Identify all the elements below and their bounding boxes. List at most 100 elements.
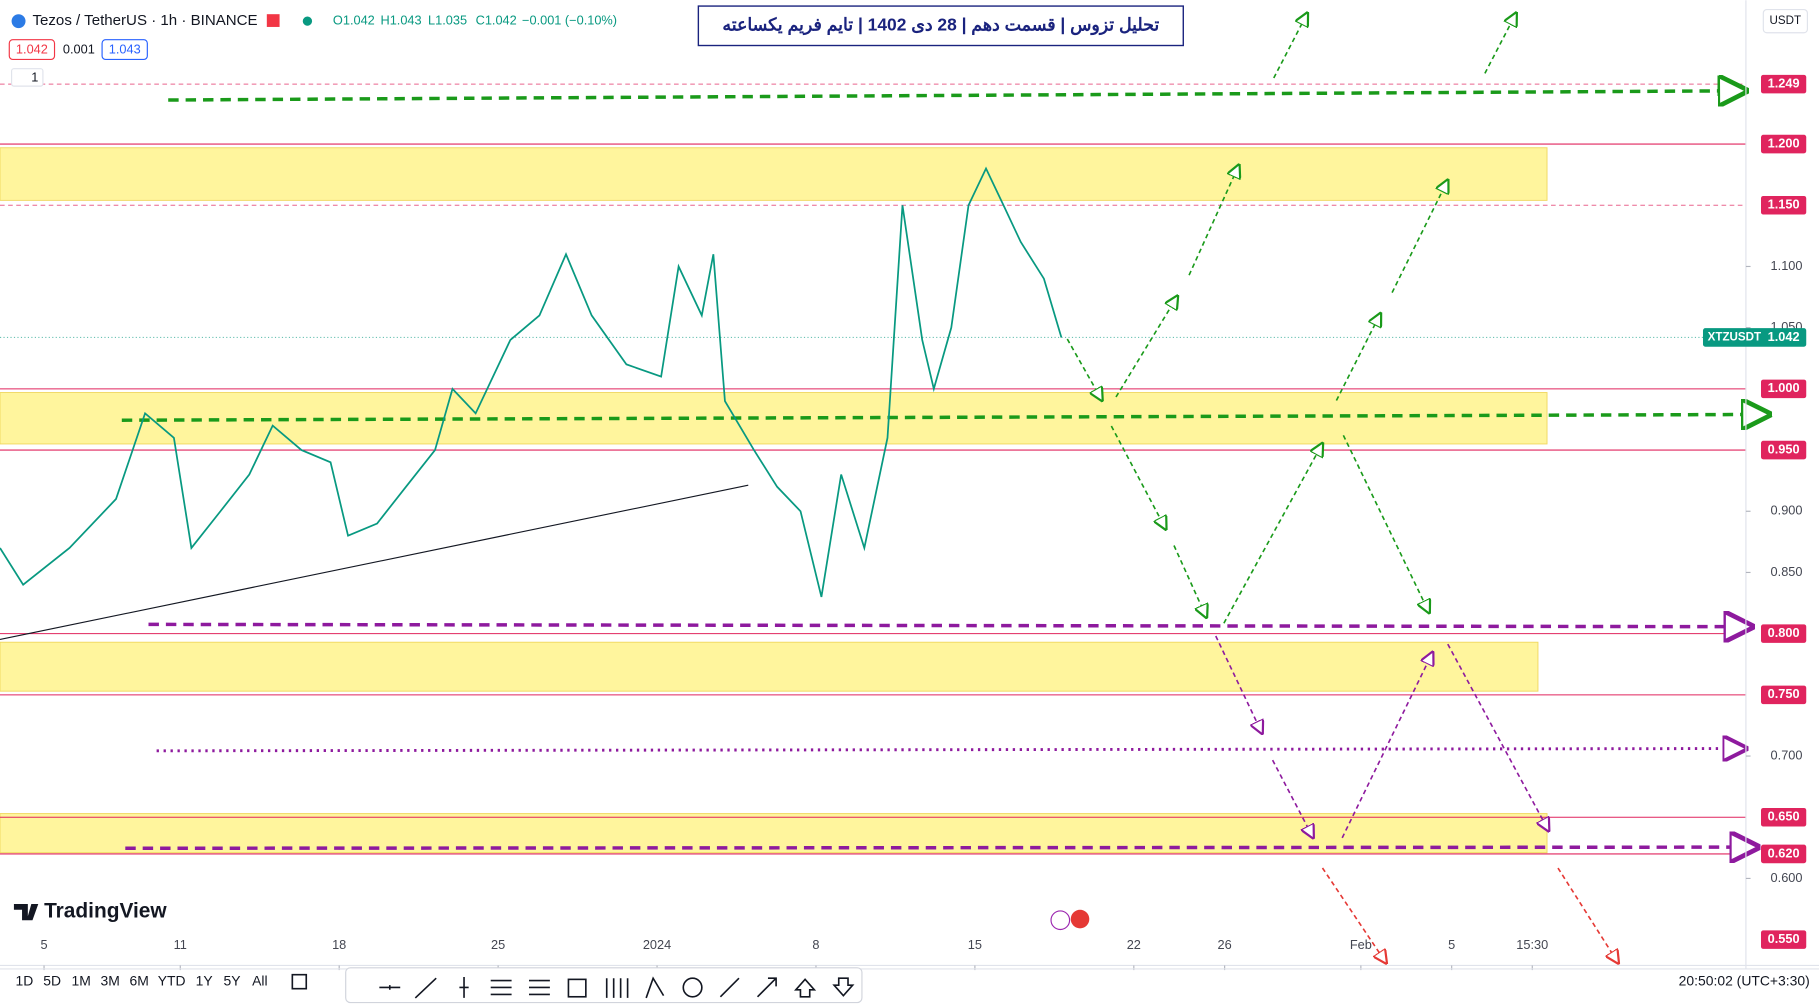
bid-box[interactable] [8, 39, 56, 61]
y-tick-label: 1.100 [1771, 258, 1803, 273]
range-button[interactable]: 5D [43, 972, 61, 988]
range-button[interactable]: 1Y [196, 972, 213, 988]
ohlc-low: L1.035 [428, 13, 467, 28]
scenario-arrow [1173, 545, 1206, 618]
level-label: 1.200 [1768, 135, 1800, 150]
tool-icon[interactable] [490, 979, 512, 996]
title-box [697, 5, 1184, 47]
indicator-toggle[interactable] [11, 68, 44, 87]
scenario-arrow [1188, 165, 1239, 276]
scenario-arrow [1223, 443, 1323, 624]
axes: 1.249 1.200 1.150 1.000 0.950 0.800 0.750 0.650… [40, 74, 1807, 971]
zone [0, 641, 1539, 692]
level-tag [1760, 807, 1807, 827]
flag[interactable] [266, 14, 280, 27]
indicator-count: 1 [31, 69, 38, 84]
x-tick-label: 15:30 [1516, 937, 1548, 952]
tool-icon[interactable] [605, 978, 629, 998]
ohlc-open: O1.042 [333, 13, 375, 28]
toolbar-icons [379, 976, 855, 999]
level-tag [1760, 930, 1807, 949]
event-icon[interactable] [1070, 909, 1090, 929]
range-button[interactable]: 3M [101, 972, 120, 988]
price-line [0, 166, 1063, 598]
spread: 0.001 [63, 42, 95, 57]
tool-icon[interactable] [459, 977, 469, 998]
ohlc-high: H1.043 [381, 13, 422, 28]
level-label: 0.620 [1768, 845, 1800, 860]
level-tag [1760, 379, 1807, 399]
trendline [0, 484, 749, 641]
scenario-arrow [1066, 338, 1102, 400]
bid: 1.042 [16, 42, 48, 57]
level-label: 0.950 [1768, 441, 1800, 456]
tool-icon[interactable] [528, 979, 550, 996]
level-label: 0.650 [1768, 809, 1800, 824]
level-tag [1760, 440, 1807, 460]
level-label: 0.750 [1768, 686, 1800, 701]
ask: 1.043 [109, 42, 141, 57]
tool-icon[interactable] [832, 977, 855, 997]
ohlc-change: −0.001 (−0.10%) [522, 13, 617, 28]
tool-icon[interactable] [794, 978, 817, 998]
tool-icon[interactable] [645, 976, 665, 999]
range-button[interactable]: YTD [158, 972, 186, 988]
level-label: 0.550 [1768, 931, 1800, 946]
zones [0, 147, 1548, 854]
x-tick-label: 8 [812, 937, 819, 952]
symbol: Tezos / TetherUS · 1h · BINANCE [32, 12, 257, 29]
logo: TradingView [44, 900, 167, 923]
level-tag [1760, 624, 1807, 643]
x-tick-label: 22 [1127, 937, 1141, 952]
x-tick-label: 15 [968, 937, 982, 952]
clock: 20:50:02 (UTC+3:30) [1679, 972, 1810, 988]
scenario-arrow [1321, 867, 1386, 963]
scenario-arrow [1557, 867, 1618, 963]
scenario-arrow [1273, 13, 1308, 79]
x-tick-label: 18 [332, 937, 346, 952]
range-buttons: 1D 5D 1M 3M 6M YTD 1Y 5Y All [15, 972, 267, 988]
x-tick-label: 26 [1218, 937, 1232, 952]
y-tick-label: 0.600 [1771, 870, 1803, 885]
tool-icon[interactable] [719, 977, 740, 998]
last-price-value: 1.042 [1768, 329, 1800, 344]
range-button[interactable]: 1M [72, 972, 91, 988]
tool-icon[interactable] [682, 977, 703, 998]
currency-box[interactable] [1762, 8, 1808, 34]
range-button[interactable]: 6M [130, 972, 149, 988]
range-button[interactable]: All [252, 972, 267, 988]
support-line [125, 847, 1757, 848]
tool-icon[interactable] [379, 985, 401, 990]
tool-icon[interactable] [567, 978, 587, 998]
level-tag [1760, 195, 1807, 215]
chart-title: تحلیل تزوس | قسمت دهم | 28 دی 1402 | تای… [722, 14, 1159, 35]
level-label: 0.800 [1768, 625, 1800, 640]
level-tag [1760, 134, 1807, 154]
level-label: 1.249 [1768, 75, 1800, 90]
event-icon[interactable] [1050, 910, 1071, 931]
support-line [156, 749, 1746, 751]
drawing-toolbar [345, 967, 863, 1004]
currency: USDT [1770, 14, 1802, 27]
x-tick-label: Feb [1350, 937, 1372, 952]
y-tick-label: 0.700 [1771, 747, 1803, 762]
tool-icon[interactable] [756, 977, 777, 998]
plot [0, 166, 1746, 598]
x-tick-label: 2024 [643, 937, 671, 952]
ask-box[interactable] [101, 39, 148, 61]
symbol-icon [11, 14, 26, 29]
calendar-icon[interactable] [291, 973, 308, 990]
level-tag [1760, 74, 1807, 94]
tool-icon[interactable] [414, 977, 437, 999]
x-tick-label: 11 [174, 937, 187, 952]
scenario-arrow [1271, 759, 1314, 838]
range-button[interactable]: 5Y [224, 972, 241, 988]
x-tick-label: 25 [491, 937, 505, 952]
y-tick-label: 0.900 [1771, 503, 1803, 518]
range-button[interactable]: 1D [15, 972, 33, 988]
scenario-arrow [1115, 296, 1177, 398]
scenario-arrow [1447, 643, 1549, 831]
ohlc-close: C1.042 [476, 13, 517, 28]
